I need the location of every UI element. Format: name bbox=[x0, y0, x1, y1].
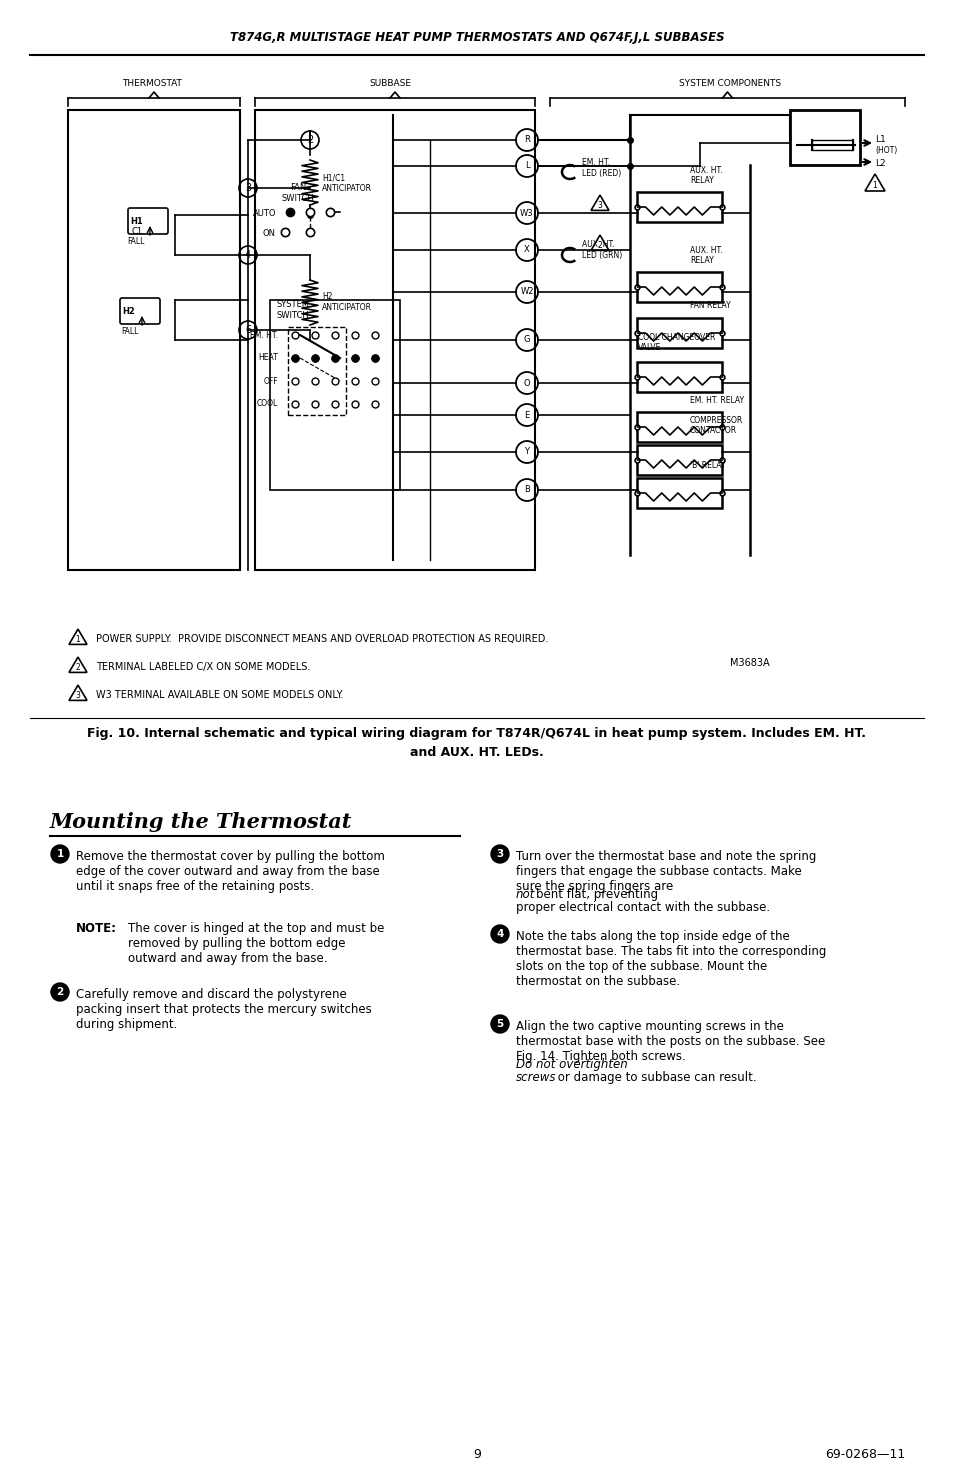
Bar bbox=[637, 412, 721, 442]
Text: POWER SUPPLY.  PROVIDE DISCONNECT MEANS AND OVERLOAD PROTECTION AS REQUIRED.: POWER SUPPLY. PROVIDE DISCONNECT MEANS A… bbox=[96, 634, 548, 645]
Text: SYSTEM COMPONENTS: SYSTEM COMPONENTS bbox=[679, 80, 781, 88]
Text: 2: 2 bbox=[75, 664, 80, 673]
Text: H1/C1
ANTICIPATOR: H1/C1 ANTICIPATOR bbox=[322, 173, 372, 193]
Text: 3: 3 bbox=[245, 183, 251, 193]
Text: and AUX. HT. LEDs.: and AUX. HT. LEDs. bbox=[410, 745, 543, 758]
Bar bbox=[637, 319, 721, 348]
Bar bbox=[789, 111, 859, 165]
Text: Turn over the thermostat base and note the spring
fingers that engage the subbas: Turn over the thermostat base and note t… bbox=[516, 850, 816, 892]
Bar bbox=[68, 111, 240, 569]
Bar bbox=[288, 327, 346, 414]
Text: G: G bbox=[523, 335, 530, 345]
FancyBboxPatch shape bbox=[120, 298, 160, 324]
Text: W2: W2 bbox=[519, 288, 533, 296]
Text: The cover is hinged at the top and must be
removed by pulling the bottom edge
ou: The cover is hinged at the top and must … bbox=[128, 922, 384, 965]
Text: 1: 1 bbox=[56, 850, 64, 858]
Text: 2: 2 bbox=[307, 136, 313, 145]
Text: FALL: FALL bbox=[127, 237, 145, 246]
Text: B: B bbox=[523, 485, 529, 494]
Circle shape bbox=[491, 925, 509, 943]
Text: COOL CHANGEOVER
VALVE: COOL CHANGEOVER VALVE bbox=[638, 332, 715, 353]
Bar bbox=[270, 299, 399, 490]
FancyBboxPatch shape bbox=[128, 208, 168, 235]
Text: COOL: COOL bbox=[256, 400, 277, 409]
Text: C1: C1 bbox=[132, 227, 143, 236]
Text: Carefully remove and discard the polystyrene
packing insert that protects the me: Carefully remove and discard the polysty… bbox=[76, 988, 372, 1031]
Text: (HOT): (HOT) bbox=[874, 146, 897, 155]
Text: Align the two captive mounting screws in the
thermostat base with the posts on t: Align the two captive mounting screws in… bbox=[516, 1021, 824, 1063]
Text: M3683A: M3683A bbox=[729, 658, 769, 668]
Text: or damage to subbase can result.: or damage to subbase can result. bbox=[554, 1071, 756, 1084]
Circle shape bbox=[491, 1015, 509, 1032]
Text: 69-0268—11: 69-0268—11 bbox=[824, 1448, 904, 1462]
Text: AUTO: AUTO bbox=[253, 209, 275, 218]
Text: H2
ANTICIPATOR: H2 ANTICIPATOR bbox=[322, 292, 372, 311]
Text: bent flat, preventing: bent flat, preventing bbox=[536, 888, 658, 901]
Text: NOTE:: NOTE: bbox=[76, 922, 117, 935]
Text: Do not overtighten: Do not overtighten bbox=[516, 1058, 627, 1071]
Text: 'B' RELAY: 'B' RELAY bbox=[689, 462, 724, 471]
Text: H2: H2 bbox=[122, 307, 135, 316]
Text: proper electrical contact with the subbase.: proper electrical contact with the subba… bbox=[516, 901, 769, 914]
Text: R: R bbox=[523, 136, 529, 145]
Bar bbox=[637, 271, 721, 302]
Bar bbox=[811, 140, 852, 150]
Text: OFF: OFF bbox=[263, 376, 277, 385]
Text: screws: screws bbox=[516, 1071, 556, 1084]
Text: L1: L1 bbox=[874, 136, 884, 145]
Text: 1: 1 bbox=[872, 181, 877, 190]
Circle shape bbox=[51, 845, 69, 863]
Text: 3: 3 bbox=[597, 202, 601, 211]
Text: 2: 2 bbox=[56, 987, 64, 997]
Text: W3 TERMINAL AVAILABLE ON SOME MODELS ONLY.: W3 TERMINAL AVAILABLE ON SOME MODELS ONL… bbox=[96, 690, 343, 701]
Text: L: L bbox=[524, 161, 529, 171]
Text: O: O bbox=[523, 379, 530, 388]
Text: 9: 9 bbox=[473, 1448, 480, 1462]
Text: AUX. HT.
RELAY: AUX. HT. RELAY bbox=[689, 165, 721, 184]
Text: not: not bbox=[516, 888, 535, 901]
Text: HEAT: HEAT bbox=[258, 354, 277, 363]
Text: Note the tabs along the top inside edge of the
thermostat base. The tabs fit int: Note the tabs along the top inside edge … bbox=[516, 931, 825, 988]
Text: THERMOSTAT: THERMOSTAT bbox=[122, 80, 182, 88]
Text: FALL: FALL bbox=[121, 327, 138, 336]
Text: TERMINAL LABELED C/X ON SOME MODELS.: TERMINAL LABELED C/X ON SOME MODELS. bbox=[96, 662, 310, 673]
Text: 4: 4 bbox=[245, 249, 251, 260]
Text: T874G,R MULTISTAGE HEAT PUMP THERMOSTATS AND Q674F,J,L SUBBASES: T874G,R MULTISTAGE HEAT PUMP THERMOSTATS… bbox=[230, 31, 723, 44]
Text: EM. HT.
LED (RED): EM. HT. LED (RED) bbox=[581, 158, 620, 177]
Bar bbox=[637, 361, 721, 392]
Text: COMPRESSOR
CONTACTOR: COMPRESSOR CONTACTOR bbox=[689, 416, 742, 435]
Circle shape bbox=[51, 982, 69, 1002]
Text: W3: W3 bbox=[519, 208, 534, 217]
Text: X: X bbox=[523, 245, 529, 255]
Text: H1: H1 bbox=[131, 217, 143, 226]
Text: E: E bbox=[524, 410, 529, 419]
Text: EM. HT. RELAY: EM. HT. RELAY bbox=[689, 395, 743, 406]
Text: 4: 4 bbox=[496, 929, 503, 940]
Text: FAN RELAY: FAN RELAY bbox=[689, 301, 730, 310]
Text: 6: 6 bbox=[245, 324, 251, 335]
Bar bbox=[637, 192, 721, 223]
Bar bbox=[637, 445, 721, 475]
Circle shape bbox=[491, 845, 509, 863]
Text: AUX. HT.
LED (GRN): AUX. HT. LED (GRN) bbox=[581, 240, 621, 260]
Text: 5: 5 bbox=[496, 1019, 503, 1030]
Text: AUX. HT.
RELAY: AUX. HT. RELAY bbox=[689, 246, 721, 266]
Text: Y: Y bbox=[524, 447, 529, 456]
Bar bbox=[637, 478, 721, 507]
Text: Mounting the Thermostat: Mounting the Thermostat bbox=[50, 813, 352, 832]
Text: Fig. 10. Internal schematic and typical wiring diagram for T874R/Q674L in heat p: Fig. 10. Internal schematic and typical … bbox=[88, 727, 865, 740]
Text: 3: 3 bbox=[496, 850, 503, 858]
Text: 1: 1 bbox=[75, 636, 80, 645]
Bar bbox=[254, 111, 535, 569]
Text: SYSTEM
SWITCH: SYSTEM SWITCH bbox=[276, 301, 309, 320]
Text: 3: 3 bbox=[75, 692, 80, 701]
Text: EM. HT.: EM. HT. bbox=[250, 330, 277, 339]
Text: 2: 2 bbox=[597, 242, 601, 251]
Text: SUBBASE: SUBBASE bbox=[369, 80, 411, 88]
Text: FAN
SWITCH: FAN SWITCH bbox=[281, 183, 314, 202]
Text: L2: L2 bbox=[874, 158, 884, 168]
Text: ON: ON bbox=[263, 230, 275, 239]
Text: Remove the thermostat cover by pulling the bottom
edge of the cover outward and : Remove the thermostat cover by pulling t… bbox=[76, 850, 384, 892]
